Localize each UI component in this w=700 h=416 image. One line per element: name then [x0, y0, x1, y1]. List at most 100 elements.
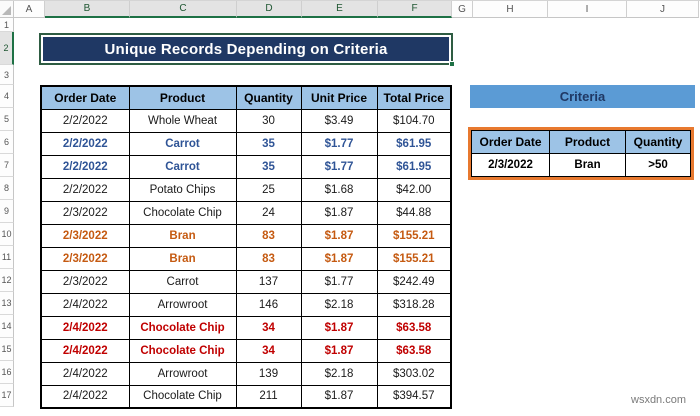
cell[interactable]: 2/4/2022: [40, 384, 130, 409]
row-header-14[interactable]: 14: [0, 315, 14, 338]
cell[interactable]: $242.49: [376, 269, 452, 294]
row-header-3[interactable]: 3: [0, 65, 14, 85]
cell[interactable]: 2/4/2022: [40, 292, 130, 317]
cell[interactable]: $1.87: [300, 315, 378, 340]
cell[interactable]: Unit Price: [300, 85, 378, 110]
cell[interactable]: $318.28: [376, 292, 452, 317]
cell[interactable]: 2/3/2022: [40, 269, 130, 294]
cell[interactable]: $1.87: [300, 338, 378, 363]
cell[interactable]: 139: [235, 361, 302, 386]
cell[interactable]: Bran: [128, 246, 237, 271]
cell[interactable]: $1.77: [300, 131, 378, 156]
cell[interactable]: 2/2/2022: [40, 108, 130, 133]
cell[interactable]: $303.02: [376, 361, 452, 386]
cell[interactable]: Carrot: [128, 131, 237, 156]
column-header-C[interactable]: C: [130, 1, 237, 18]
cell[interactable]: $63.58: [376, 338, 452, 363]
cell[interactable]: $3.49: [300, 108, 378, 133]
cell[interactable]: 34: [235, 338, 302, 363]
cell[interactable]: $155.21: [376, 223, 452, 248]
cell[interactable]: Chocolate Chip: [128, 384, 237, 409]
cell[interactable]: 30: [235, 108, 302, 133]
title-cell[interactable]: Unique Records Depending on Criteria: [39, 33, 455, 67]
row-header-15[interactable]: 15: [0, 338, 14, 361]
cell[interactable]: $61.95: [376, 131, 452, 156]
cell[interactable]: Order Date: [471, 130, 550, 154]
row-header-16[interactable]: 16: [0, 361, 14, 384]
cell[interactable]: 83: [235, 223, 302, 248]
cell[interactable]: 211: [235, 384, 302, 409]
cell[interactable]: 35: [235, 131, 302, 156]
cell[interactable]: 146: [235, 292, 302, 317]
cell[interactable]: Potato Chips: [128, 177, 237, 202]
cell[interactable]: 2/4/2022: [40, 315, 130, 340]
column-header-D[interactable]: D: [237, 1, 302, 18]
cell[interactable]: 137: [235, 269, 302, 294]
cell[interactable]: Chocolate Chip: [128, 200, 237, 225]
row-header-2[interactable]: 2: [0, 32, 14, 65]
row-header-1[interactable]: 1: [0, 18, 14, 32]
row-header-7[interactable]: 7: [0, 154, 14, 177]
column-header-G[interactable]: G: [452, 1, 473, 18]
cell[interactable]: 2/2/2022: [40, 131, 130, 156]
cell[interactable]: 2/2/2022: [40, 154, 130, 179]
cell[interactable]: $155.21: [376, 246, 452, 271]
cell[interactable]: $1.87: [300, 246, 378, 271]
cell[interactable]: $2.18: [300, 292, 378, 317]
row-header-11[interactable]: 11: [0, 246, 14, 269]
cell[interactable]: $61.95: [376, 154, 452, 179]
column-header-F[interactable]: F: [378, 1, 452, 18]
cell[interactable]: Arrowroot: [128, 292, 237, 317]
cell[interactable]: Chocolate Chip: [128, 338, 237, 363]
cell[interactable]: 2/3/2022: [40, 200, 130, 225]
column-header-H[interactable]: H: [473, 1, 548, 18]
cell[interactable]: $1.87: [300, 384, 378, 409]
cell[interactable]: Quantity: [235, 85, 302, 110]
cell[interactable]: $1.87: [300, 223, 378, 248]
cell[interactable]: >50: [625, 153, 691, 177]
cell[interactable]: 24: [235, 200, 302, 225]
cell[interactable]: 2/4/2022: [40, 361, 130, 386]
column-header-B[interactable]: B: [45, 1, 130, 18]
cell[interactable]: 34: [235, 315, 302, 340]
cell[interactable]: 2/4/2022: [40, 338, 130, 363]
row-header-9[interactable]: 9: [0, 200, 14, 223]
cell[interactable]: $1.68: [300, 177, 378, 202]
cell[interactable]: Bran: [549, 153, 626, 177]
column-header-I[interactable]: I: [548, 1, 627, 18]
cell[interactable]: Total Price: [376, 85, 452, 110]
cell[interactable]: $394.57: [376, 384, 452, 409]
cell[interactable]: Arrowroot: [128, 361, 237, 386]
cell[interactable]: $44.88: [376, 200, 452, 225]
cell[interactable]: $63.58: [376, 315, 452, 340]
row-header-13[interactable]: 13: [0, 292, 14, 315]
cell[interactable]: 25: [235, 177, 302, 202]
row-header-17[interactable]: 17: [0, 384, 14, 407]
criteria-label-cell[interactable]: Criteria: [470, 85, 695, 108]
selection-fill-handle[interactable]: [449, 61, 455, 67]
cell[interactable]: 2/3/2022: [471, 153, 550, 177]
column-header-A[interactable]: A: [14, 1, 45, 18]
cell[interactable]: $104.70: [376, 108, 452, 133]
row-header-12[interactable]: 12: [0, 269, 14, 292]
cell[interactable]: $2.18: [300, 361, 378, 386]
cell[interactable]: Bran: [128, 223, 237, 248]
cell[interactable]: 2/3/2022: [40, 246, 130, 271]
cell[interactable]: Product: [549, 130, 626, 154]
cell[interactable]: Order Date: [40, 85, 130, 110]
cell[interactable]: $1.77: [300, 269, 378, 294]
cell[interactable]: 2/2/2022: [40, 177, 130, 202]
cell[interactable]: 35: [235, 154, 302, 179]
cell[interactable]: Carrot: [128, 154, 237, 179]
row-header-8[interactable]: 8: [0, 177, 14, 200]
cell[interactable]: 83: [235, 246, 302, 271]
cell[interactable]: $1.87: [300, 200, 378, 225]
cell[interactable]: Carrot: [128, 269, 237, 294]
cell[interactable]: Chocolate Chip: [128, 315, 237, 340]
row-header-4[interactable]: 4: [0, 85, 14, 108]
cell[interactable]: 2/3/2022: [40, 223, 130, 248]
row-header-5[interactable]: 5: [0, 108, 14, 131]
cell[interactable]: Whole Wheat: [128, 108, 237, 133]
column-header-E[interactable]: E: [302, 1, 378, 18]
cell[interactable]: Quantity: [625, 130, 691, 154]
